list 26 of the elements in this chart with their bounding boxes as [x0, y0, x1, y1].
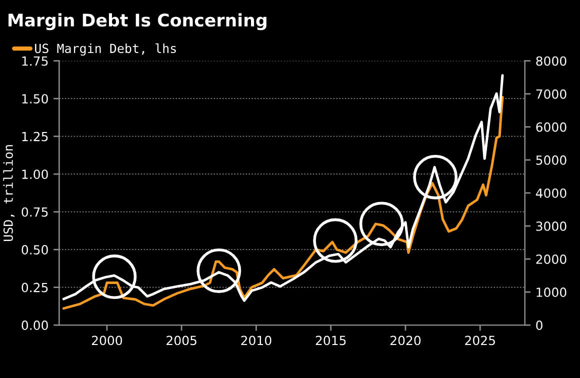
y2-tick-label: 4000 — [536, 188, 566, 198]
y-tick-label: 0.75 — [22, 207, 48, 217]
y-tick-label: 1.75 — [22, 56, 48, 66]
y-axis-title: USD, trillion — [3, 145, 15, 241]
x-tick-label: 2020 — [390, 336, 421, 346]
y-tick-label: 0.00 — [22, 320, 48, 330]
x-tick-label: 2010 — [241, 336, 272, 346]
x-tick-label: 2000 — [92, 336, 122, 346]
y-tick-label: 0.25 — [22, 282, 48, 292]
y2-tick-label: 6000 — [536, 122, 566, 132]
x-tick-label: 2025 — [465, 336, 495, 346]
y2-tick-label: 8000 — [536, 56, 566, 66]
legend-label: US Margin Debt, lhs — [35, 43, 176, 56]
y-tick-label: 1.00 — [22, 170, 48, 180]
y-tick-label: 0.50 — [22, 245, 48, 255]
y-tick-label: 1.25 — [22, 132, 48, 142]
y2-tick-label: 7000 — [536, 89, 566, 99]
x-tick-label: 2015 — [316, 336, 346, 346]
y2-tick-label: 5000 — [536, 155, 566, 165]
chart-title: Margin Debt Is Concerning — [8, 13, 266, 30]
y2-tick-label: 2000 — [536, 254, 566, 264]
y-tick-label: 1.50 — [22, 94, 48, 104]
y2-tick-label: 1000 — [536, 288, 566, 297]
y2-tick-label: 0 — [536, 320, 542, 330]
y2-tick-label: 3000 — [536, 221, 566, 231]
x-tick-label: 2005 — [166, 336, 196, 346]
